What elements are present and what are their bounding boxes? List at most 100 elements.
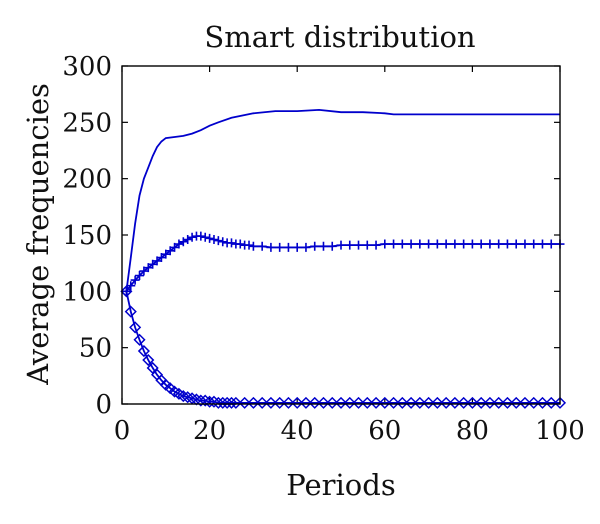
diamond-marker <box>378 396 391 409</box>
plus-marker <box>380 239 390 249</box>
plus-marker <box>218 237 228 247</box>
plus-marker <box>406 239 416 249</box>
plus-marker <box>485 239 495 249</box>
diamond-marker <box>146 361 159 375</box>
plus-marker <box>213 236 223 246</box>
plus-marker <box>441 239 451 249</box>
diamond-marker <box>229 396 242 409</box>
plus-marker <box>183 235 193 245</box>
series-2 <box>121 231 565 296</box>
plus-marker <box>178 237 188 247</box>
diamond-marker <box>282 396 295 409</box>
diamond-marker <box>431 396 444 409</box>
diamond-marker <box>457 396 470 409</box>
diamond-marker <box>545 396 558 409</box>
x-tick-label: 0 <box>114 416 131 446</box>
plus-marker <box>389 239 399 249</box>
plus-marker <box>130 275 140 285</box>
diamond-marker <box>207 395 221 408</box>
diamond-marker <box>203 395 216 408</box>
series-line <box>125 291 560 404</box>
diamond-marker <box>483 396 496 409</box>
series-1 <box>125 108 561 292</box>
plus-marker <box>292 242 302 252</box>
plus-marker <box>283 242 293 252</box>
plus-marker <box>266 242 276 252</box>
plus-marker <box>415 239 425 249</box>
plus-marker <box>362 240 372 250</box>
plus-marker <box>327 241 337 251</box>
plus-marker <box>235 239 245 249</box>
diamond-marker <box>387 396 400 409</box>
diamond-marker <box>326 396 339 409</box>
plus-marker <box>529 239 539 249</box>
x-axis-label: Periods <box>286 468 395 502</box>
y-tick-label: 50 <box>79 334 112 364</box>
plus-marker <box>397 239 407 249</box>
x-tick-label: 100 <box>535 416 585 446</box>
plus-marker <box>187 232 197 242</box>
diamond-marker <box>308 396 321 409</box>
diamond-marker <box>199 394 212 407</box>
y-axis-label: Average frequencies <box>21 83 55 386</box>
diamond-marker <box>343 396 356 409</box>
plus-marker <box>126 281 136 291</box>
series-line <box>125 108 560 292</box>
plus-marker <box>336 240 346 250</box>
plus-marker <box>310 241 320 251</box>
diamond-marker <box>225 396 238 409</box>
x-tick-label: 40 <box>281 416 314 446</box>
diamond-marker <box>142 353 155 367</box>
plus-marker <box>205 233 215 243</box>
diamond-marker <box>369 396 383 409</box>
y-tick-label: 300 <box>62 52 112 82</box>
plus-marker <box>502 239 512 249</box>
plus-marker <box>467 239 477 249</box>
plus-marker <box>345 240 355 250</box>
plus-marker <box>301 242 311 252</box>
diamond-marker <box>124 305 137 318</box>
x-tick-label: 60 <box>368 416 401 446</box>
diamond-marker <box>352 396 365 409</box>
plus-marker <box>476 239 486 249</box>
diamond-marker <box>212 396 225 409</box>
x-tick-label: 80 <box>456 416 489 446</box>
diamond-marker <box>273 396 286 409</box>
plus-marker <box>450 239 460 249</box>
plus-marker <box>432 239 442 249</box>
diamond-marker <box>264 396 277 409</box>
diamond-marker <box>291 396 304 409</box>
diamond-marker <box>256 396 269 409</box>
y-tick-label: 150 <box>62 221 112 251</box>
chart-title: Smart distribution <box>204 20 475 54</box>
series-layer <box>120 108 567 409</box>
diamond-marker <box>177 390 190 403</box>
diamond-marker <box>221 396 234 409</box>
plus-marker <box>520 239 530 249</box>
plus-marker <box>227 238 236 248</box>
plus-marker <box>135 271 145 281</box>
diamond-marker <box>536 396 549 409</box>
plus-marker <box>257 241 267 251</box>
diamond-marker <box>334 396 348 409</box>
diamond-marker <box>518 396 532 409</box>
diamond-marker <box>299 396 313 409</box>
plus-marker <box>196 231 206 241</box>
diamond-marker <box>247 396 260 409</box>
diamond-marker <box>120 285 133 298</box>
diamond-marker <box>422 396 435 409</box>
plus-marker <box>244 240 254 250</box>
diamond-marker <box>194 394 207 407</box>
plus-marker <box>318 241 328 251</box>
diamond-marker <box>553 396 567 409</box>
plus-marker <box>200 232 210 242</box>
plus-marker <box>546 239 556 249</box>
diamond-marker <box>238 396 251 409</box>
diamond-marker <box>181 391 194 404</box>
plus-marker <box>511 239 521 249</box>
diamond-marker <box>527 396 540 409</box>
diamond-marker <box>396 396 409 409</box>
diamond-marker <box>475 396 488 409</box>
diamond-marker <box>510 396 523 409</box>
